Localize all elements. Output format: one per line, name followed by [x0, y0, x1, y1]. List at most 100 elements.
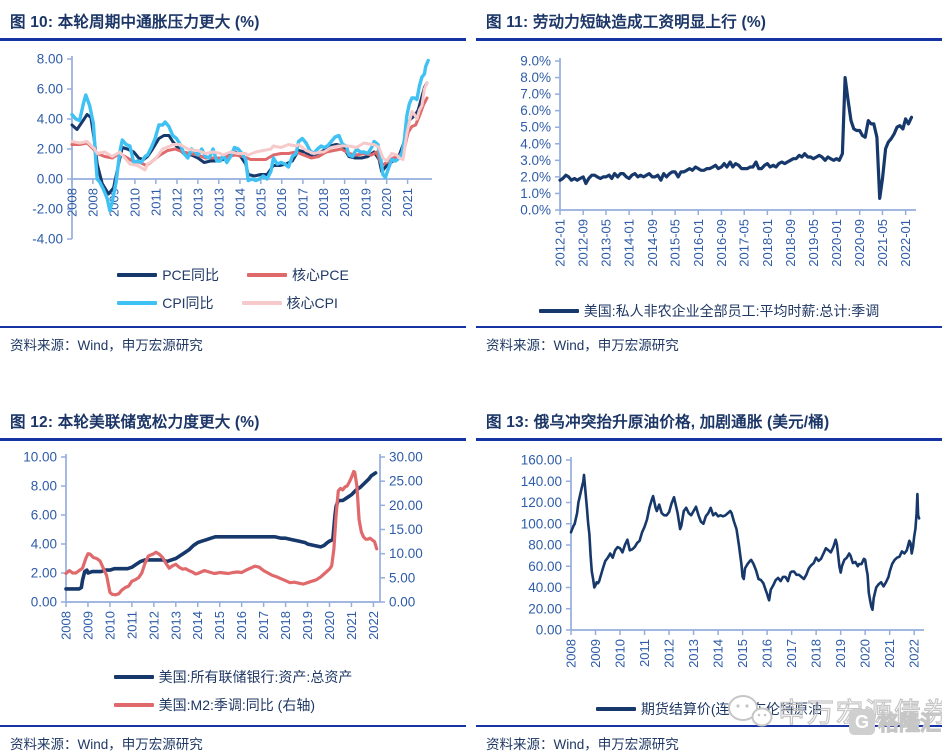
legend-line-marker: [538, 309, 579, 313]
legend-label: 核心CPI: [286, 295, 338, 311]
y-tick-label: 7.0%: [520, 87, 551, 102]
y2-tick-label: 5.00: [389, 570, 415, 585]
figure-10-legend: PCE同比 核心PCE CPI同比 核心CPI: [0, 265, 466, 313]
y-tick-label: 6.00: [31, 508, 57, 523]
x-tick-label: 2016: [760, 639, 775, 668]
x-tick-label: 2018: [316, 188, 331, 217]
wage-line-chart: 9.0% 8.0% 7.0% 6.0% 5.0% 4.0% 3.0% 2.0% 1.0% 0.0%…: [476, 47, 942, 289]
x-tick-label: 2015: [735, 639, 750, 668]
gelonghui-text: 格隆汇: [877, 711, 941, 735]
legend-item: CPI同比: [117, 293, 214, 313]
legend-item: 核心PCE: [247, 265, 349, 285]
y-tick-label: 2.00: [37, 142, 63, 157]
figure-11-title: 图 11: 劳动力短缺造成工资明显上行 (%): [476, 10, 942, 41]
x-tick-label: 2020-01: [829, 219, 844, 267]
x-tick-label: 2022-01: [898, 219, 913, 267]
x-tick-label: 2016: [234, 611, 249, 640]
x-tick-label: 2017: [256, 611, 271, 640]
figure-11-panel: 图 11: 劳动力短缺造成工资明显上行 (%) 9.0% 8.0% 7.0% 6.0%…: [476, 0, 942, 400]
y-tick-label: 6.00: [37, 82, 63, 97]
series-line: [569, 473, 921, 612]
x-tick-label: 2016-01: [691, 219, 706, 267]
series-line: [558, 76, 914, 200]
x-tick-label: 2010: [613, 639, 628, 668]
y-tick-label: 160.00: [521, 453, 562, 468]
source-text: 资料来源：Wind，申万宏源研究: [486, 338, 679, 353]
y-tick-label: 4.00: [37, 112, 63, 127]
x-tick-label: 2018: [278, 611, 293, 640]
figure-13-panel: 图 13: 俄乌冲突抬升原油价格, 加剧通胀 (美元/桶) 160.00 140.…: [476, 400, 942, 754]
x-tick-label: 2014-01: [622, 219, 637, 267]
source-text: 资料来源：Wind，申万宏源研究: [10, 737, 203, 752]
x-tick-label: 2013-05: [598, 219, 613, 267]
y-tick-label: 6.0%: [520, 103, 551, 118]
chart-canvas: 10.00 8.00 6.00 4.00 2.00 0.00 30.00 25.00 20.00…: [23, 450, 423, 640]
x-tick-label: 2013: [190, 188, 205, 217]
legend-item: PCE同比: [117, 265, 219, 285]
figure-12-legend: 美国:所有联储银行:资产:总资产美国:M2:季调:同比 (右轴): [0, 667, 466, 715]
x-tick-label: 2008: [65, 188, 80, 217]
legend-line-marker: [241, 301, 282, 305]
legend-row: 美国:M2:季调:同比 (右轴): [113, 695, 315, 715]
x-tick-label: 2019: [300, 611, 315, 640]
y2-tick-label: 0.00: [389, 595, 415, 610]
y-tick-label: 1.0%: [520, 186, 551, 201]
x-tick-label: 2015-05: [668, 219, 683, 267]
gelonghui-badge: G 格隆汇: [849, 707, 942, 737]
x-tick-label: 2022: [907, 639, 922, 668]
y-tick-label: 8.00: [37, 52, 63, 67]
source-note: 资料来源：Wind，申万宏源研究: [0, 326, 466, 354]
x-tick-label: 2008: [564, 639, 579, 668]
x-tick-label: 2011: [148, 188, 163, 216]
x-tick-label: 2019-05: [806, 219, 821, 267]
y2-tick-label: 15.00: [389, 522, 423, 537]
source-note: 资料来源：Wind，申万宏源研究: [476, 326, 942, 354]
x-tick-label: 2017: [784, 639, 799, 668]
source-note: 资料来源：Wind，申万宏源研究: [0, 725, 466, 753]
x-tick-label: 2018-01: [760, 219, 775, 267]
x-tick-label: 2019: [833, 639, 848, 668]
x-tick-label: 2013: [211, 188, 226, 217]
x-tick-label: 2015: [253, 188, 268, 217]
x-tick-label: 2009: [588, 639, 603, 668]
legend-line-marker: [117, 273, 158, 277]
y-tick-label: 20.00: [528, 601, 562, 616]
x-tick-label: 2011: [124, 611, 139, 639]
y-tick-label: 0.00: [31, 595, 57, 610]
legend-row: 美国:所有联储银行:资产:总资产: [113, 667, 353, 687]
x-tick-label: 2020-09: [852, 219, 867, 267]
chart-canvas: 160.00 140.00 120.00 100.00 80.00 60.00 40.00 2…: [521, 453, 924, 668]
chat-bubbles-icon: [728, 694, 773, 726]
y-tick-label: -4.00: [32, 232, 63, 247]
series-line: [64, 469, 379, 597]
x-tick-label: 2008: [85, 188, 100, 217]
figure-10-panel: 图 10: 本轮周期中通胀压力更大 (%) 8.00 6.00 4.00 2.00 0.…: [0, 0, 466, 400]
legend-label: 美国:所有联储银行:资产:总资产: [158, 669, 353, 685]
x-tick-label: 2012: [662, 639, 677, 668]
y-tick-label: 0.00: [536, 623, 562, 638]
x-tick-label: 2020: [379, 188, 394, 217]
x-tick-label: 2008: [59, 611, 74, 640]
y-tick-label: 9.0%: [520, 54, 551, 69]
legend-row: 美国:私人非农企业全部员工:平均时薪:总计:季调: [538, 301, 879, 321]
y-tick-label: 100.00: [521, 516, 562, 531]
chart-canvas: 9.0%8.0% 7.0%6.0% 5.0%4.0% 3.0%2.0% 1.0% 0.0%…: [520, 54, 916, 267]
legend-line-marker: [113, 703, 154, 707]
x-tick-label: 2012: [146, 611, 161, 640]
x-tick-label: 2013: [686, 639, 701, 668]
x-tick-label: 2018: [809, 639, 824, 668]
y2-tick-label: 20.00: [389, 498, 423, 513]
legend-rows: PCE同比 核心PCE CPI同比 核心CPI: [117, 265, 349, 313]
source-note: 资料来源：Wind，申万宏源研究: [476, 725, 942, 753]
x-tick-label: 2021: [400, 188, 415, 217]
legend-line-marker: [113, 675, 154, 679]
y-tick-label: 80.00: [528, 538, 562, 553]
x-tick-label: 2020: [322, 611, 337, 640]
y2-tick-label: 30.00: [389, 450, 423, 465]
x-tick-label: 2010: [127, 188, 142, 217]
legend-rows: 美国:所有联储银行:资产:总资产美国:M2:季调:同比 (右轴): [113, 667, 353, 715]
x-tick-label: 2022: [366, 611, 381, 640]
fed-balance-line-chart: 10.00 8.00 6.00 4.00 2.00 0.00 30.00 25.00 20.00…: [0, 447, 466, 659]
